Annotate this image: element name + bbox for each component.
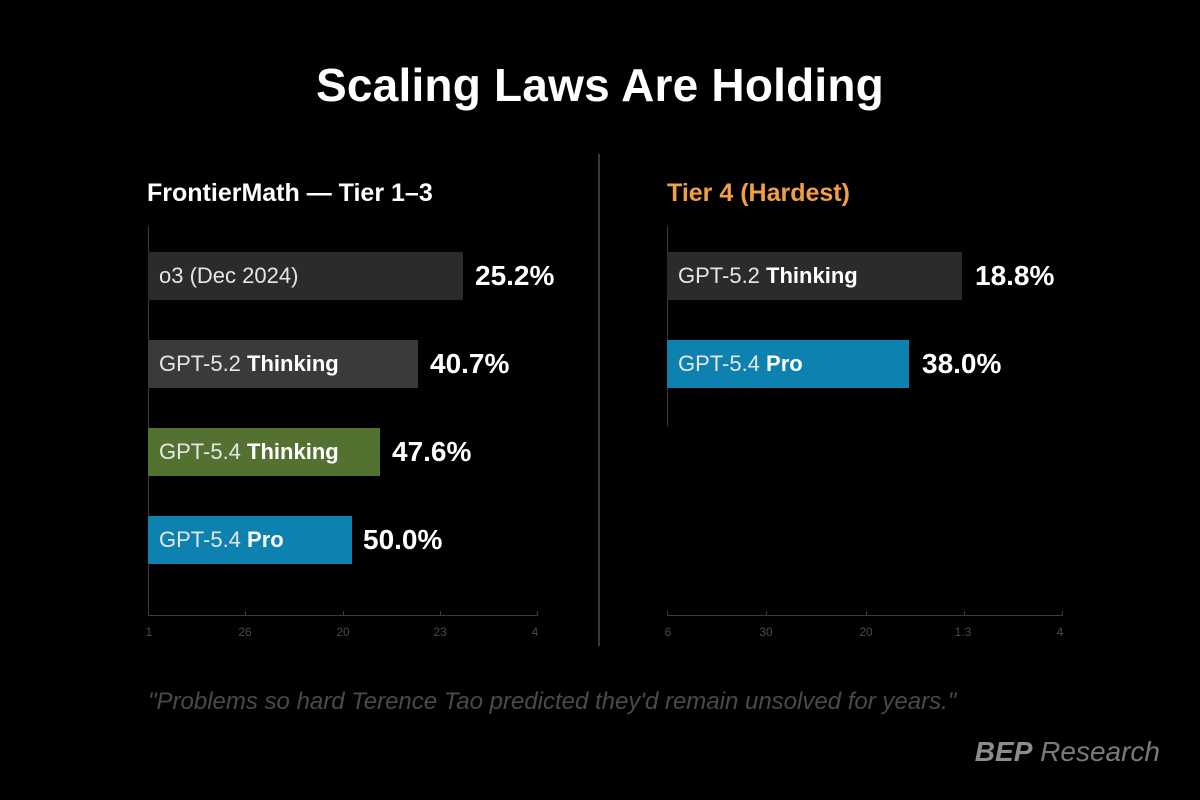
right-tick-label: 1.3 bbox=[954, 625, 972, 639]
left-tick-label: 26 bbox=[238, 625, 252, 639]
right-y-axis bbox=[667, 226, 668, 426]
bar-gpt54-pro-tier4: GPT-5.4 Pro bbox=[667, 340, 909, 388]
bar-o3-dec-2024: o3 (Dec 2024) bbox=[148, 252, 463, 300]
right-tick bbox=[667, 611, 668, 616]
left-y-axis bbox=[148, 226, 149, 615]
left-tick bbox=[343, 611, 344, 616]
left-tick-label: 23 bbox=[433, 625, 447, 639]
left-tick-label: 20 bbox=[336, 625, 350, 639]
left-tick bbox=[148, 611, 149, 616]
right-tick-label: 20 bbox=[859, 625, 873, 639]
left-panel-title: FrontierMath — Tier 1–3 bbox=[147, 179, 433, 207]
bar-gpt54-pro: GPT-5.4 Pro bbox=[148, 516, 352, 564]
bar-label: GPT-5.4 Thinking bbox=[159, 439, 339, 464]
brand-logo: BEP Research bbox=[974, 736, 1160, 767]
bar-gpt54-thinking: GPT-5.4 Thinking bbox=[148, 428, 380, 476]
bar-value: 38.0% bbox=[922, 348, 1002, 379]
right-panel-title: Tier 4 (Hardest) bbox=[667, 179, 850, 207]
right-tick bbox=[964, 611, 965, 616]
panel-divider bbox=[598, 154, 600, 646]
right-x-axis bbox=[667, 615, 1063, 616]
bar-value: 25.2% bbox=[475, 260, 555, 291]
right-tick bbox=[866, 611, 867, 616]
bar-gpt52-thinking-tier4: GPT-5.2 Thinking bbox=[667, 252, 962, 300]
bar-value: 40.7% bbox=[430, 348, 510, 379]
bar-gpt52-thinking: GPT-5.2 Thinking bbox=[148, 340, 418, 388]
bar-label: GPT-5.2 Thinking bbox=[159, 351, 339, 376]
bar-value: 50.0% bbox=[363, 524, 443, 555]
bar-label: o3 (Dec 2024) bbox=[159, 263, 299, 288]
right-tick bbox=[1062, 611, 1063, 616]
left-tick bbox=[440, 611, 441, 616]
left-tick bbox=[245, 611, 246, 616]
bar-value: 18.8% bbox=[975, 260, 1055, 291]
chart-title: Scaling Laws Are Holding bbox=[316, 59, 884, 111]
right-tick-label: 4 bbox=[1056, 625, 1064, 639]
bar-label: GPT-5.4 Pro bbox=[159, 527, 284, 552]
right-tick-label: 6 bbox=[664, 625, 672, 639]
bar-label: GPT-5.2 Thinking bbox=[678, 263, 858, 288]
footer-quote: "Problems so hard Terence Tao predicted … bbox=[148, 688, 957, 715]
left-tick-label: 4 bbox=[531, 625, 539, 639]
left-tick-label: 1 bbox=[145, 625, 153, 639]
right-tick-label: 30 bbox=[759, 625, 773, 639]
bar-value: 47.6% bbox=[392, 436, 472, 467]
left-tick bbox=[537, 611, 538, 616]
bar-label: GPT-5.4 Pro bbox=[678, 351, 803, 376]
right-tick bbox=[766, 611, 767, 616]
